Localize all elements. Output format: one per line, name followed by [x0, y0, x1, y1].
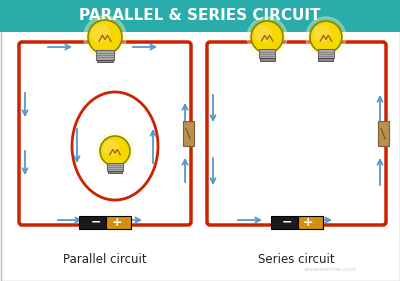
- Text: PARALLEL & SERIES CIRCUIT: PARALLEL & SERIES CIRCUIT: [79, 8, 321, 24]
- FancyBboxPatch shape: [107, 163, 123, 171]
- FancyBboxPatch shape: [182, 121, 194, 146]
- FancyBboxPatch shape: [318, 49, 334, 58]
- FancyBboxPatch shape: [378, 121, 388, 146]
- Circle shape: [103, 140, 120, 156]
- FancyBboxPatch shape: [108, 171, 122, 173]
- Circle shape: [100, 136, 130, 166]
- Text: Parallel circuit: Parallel circuit: [63, 253, 147, 266]
- FancyBboxPatch shape: [318, 58, 334, 61]
- Text: −: −: [90, 216, 101, 228]
- Text: +: +: [111, 216, 122, 228]
- Circle shape: [313, 25, 331, 43]
- Text: Series circuit: Series circuit: [258, 253, 335, 266]
- Circle shape: [88, 20, 122, 54]
- Text: −: −: [282, 216, 292, 228]
- FancyBboxPatch shape: [79, 216, 106, 228]
- Text: +: +: [303, 216, 313, 228]
- FancyBboxPatch shape: [0, 0, 400, 32]
- Text: dreamstime.com: dreamstime.com: [303, 267, 357, 272]
- Circle shape: [84, 16, 126, 58]
- Circle shape: [310, 21, 342, 53]
- Circle shape: [306, 17, 346, 57]
- FancyBboxPatch shape: [97, 60, 113, 62]
- FancyBboxPatch shape: [298, 216, 322, 228]
- FancyBboxPatch shape: [259, 49, 276, 58]
- Circle shape: [96, 132, 134, 170]
- FancyBboxPatch shape: [270, 216, 298, 228]
- FancyBboxPatch shape: [260, 58, 275, 61]
- Circle shape: [254, 25, 272, 43]
- Circle shape: [91, 24, 110, 43]
- Circle shape: [247, 17, 287, 57]
- FancyBboxPatch shape: [96, 50, 114, 60]
- FancyBboxPatch shape: [106, 216, 131, 228]
- Circle shape: [251, 21, 283, 53]
